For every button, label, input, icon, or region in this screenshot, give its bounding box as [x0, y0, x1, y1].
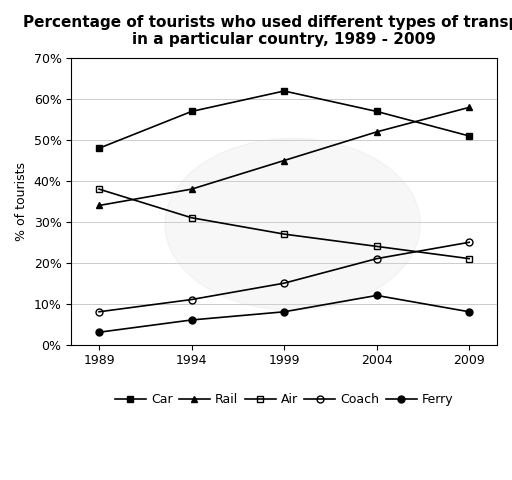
Car: [188, 108, 195, 114]
Coach: [374, 256, 380, 262]
Coach: [188, 297, 195, 302]
Air: [374, 243, 380, 249]
Line: Ferry: Ferry: [96, 292, 473, 336]
Y-axis label: % of tourists: % of tourists: [15, 162, 28, 241]
Line: Air: Air: [96, 186, 473, 262]
Rail: [188, 186, 195, 192]
Rail: [96, 203, 102, 208]
Line: Coach: Coach: [96, 239, 473, 315]
Car: [466, 133, 472, 139]
Car: [374, 108, 380, 114]
Air: [188, 215, 195, 221]
Rail: [466, 105, 472, 110]
Car: [96, 145, 102, 151]
Line: Car: Car: [96, 87, 473, 152]
Ferry: [188, 317, 195, 323]
Ferry: [281, 309, 287, 315]
Air: [466, 256, 472, 262]
Line: Rail: Rail: [96, 104, 473, 209]
Legend: Car, Rail, Air, Coach, Ferry: Car, Rail, Air, Coach, Ferry: [110, 388, 459, 411]
Ferry: [466, 309, 472, 315]
Circle shape: [165, 138, 420, 310]
Car: [281, 88, 287, 94]
Coach: [466, 240, 472, 245]
Title: Percentage of tourists who used different types of transport
in a particular cou: Percentage of tourists who used differen…: [24, 15, 512, 48]
Air: [96, 186, 102, 192]
Ferry: [96, 329, 102, 335]
Ferry: [374, 292, 380, 298]
Rail: [281, 157, 287, 163]
Coach: [281, 280, 287, 286]
Coach: [96, 309, 102, 315]
Rail: [374, 129, 380, 135]
Air: [281, 231, 287, 237]
